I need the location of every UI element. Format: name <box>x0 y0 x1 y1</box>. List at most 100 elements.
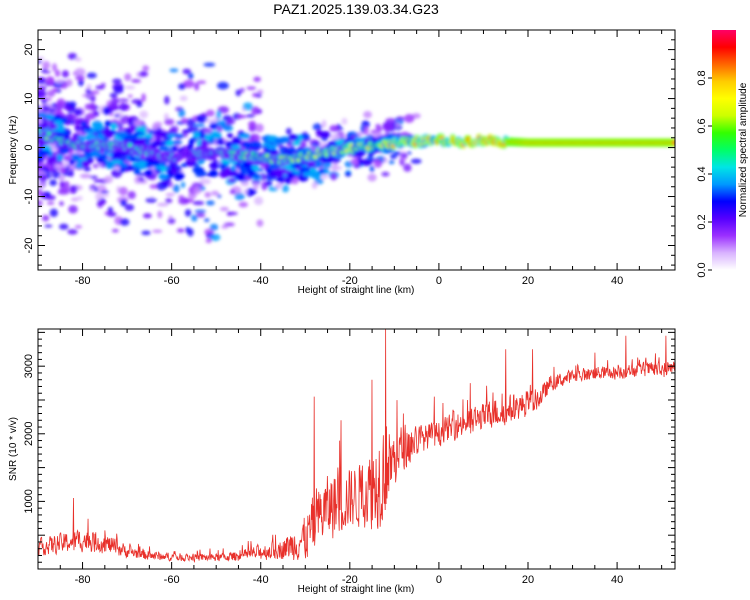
spectrum-ridge-core <box>313 155 318 159</box>
spectrum-blob <box>157 210 163 219</box>
spectrum-blob <box>234 192 245 201</box>
spectrum-blob <box>309 170 322 179</box>
colorbar: 0.0 0.2 0.4 0.6 0.8 Normalized spectral ampl… <box>696 30 749 278</box>
spectrum-blob <box>410 158 422 164</box>
spectrum-blob <box>281 184 290 193</box>
y-tick-label: 2000 <box>23 422 35 446</box>
spectrogram-x-axis: -80 -60 -40 -20 0 20 40 <box>37 30 663 287</box>
spectrum-blob <box>118 98 129 102</box>
spectrum-ridge-core <box>265 154 269 158</box>
colorbar-tick-label: 0.8 <box>696 70 708 85</box>
x-tick-label: -80 <box>75 275 91 287</box>
spectrum-blob <box>51 88 58 93</box>
spectrum-blob <box>182 68 191 75</box>
spectrum-blob <box>209 169 218 177</box>
spectrum-blob <box>195 114 208 124</box>
spectrum-blob <box>38 112 47 118</box>
spectrum-blob <box>69 159 75 166</box>
spectrum-blob <box>270 149 279 155</box>
spectrum-blob <box>100 190 110 194</box>
spectrum-blob <box>209 223 219 231</box>
spectrum-blob <box>360 158 372 167</box>
spectrum-blob <box>255 123 264 133</box>
snr-series-line <box>38 329 675 563</box>
y-tick-label: -10 <box>23 189 35 205</box>
spectrum-blob <box>98 199 107 205</box>
spectrum-blob <box>124 73 132 82</box>
spectrum-blob <box>139 71 149 77</box>
spectrum-blob <box>145 163 154 168</box>
x-tick-label: -60 <box>164 275 180 287</box>
spectrum-blob <box>69 168 74 178</box>
spectrum-blob <box>38 89 47 98</box>
spectrum-blob <box>312 123 323 131</box>
spectrum-blob <box>127 94 133 98</box>
spectrum-blob <box>67 52 78 60</box>
y-tick-label: -20 <box>23 238 35 254</box>
spectrum-blob <box>401 154 408 158</box>
spectrum-blob <box>250 133 261 143</box>
spectrum-blob <box>292 141 301 146</box>
spectrum-blob <box>228 178 236 183</box>
spectrum-blob <box>169 68 179 73</box>
spectrum-blob <box>118 131 128 138</box>
spectrum-blob <box>275 177 285 183</box>
spectrum-blob <box>38 188 43 197</box>
spectrum-blob <box>288 134 299 141</box>
spectrum-blob <box>180 181 186 189</box>
spectrum-blob <box>227 211 238 216</box>
spectrum-blob <box>111 228 119 233</box>
spectrogram-y-axis: -20 -10 0 10 20 <box>23 29 675 266</box>
spectrum-blob <box>219 120 227 129</box>
spectrum-blob <box>206 200 215 206</box>
spectrum-blob <box>382 123 395 130</box>
spectrum-blob <box>71 153 80 161</box>
spectrum-blob <box>256 219 264 227</box>
spectrum-blob <box>367 173 377 182</box>
spectrum-blob <box>205 118 217 123</box>
spectrum-blob <box>93 188 99 192</box>
spectrum-blob <box>107 206 113 214</box>
spectrum-blob <box>38 162 45 167</box>
spectrum-blob <box>140 177 145 182</box>
y-tick-label: 0 <box>23 144 35 150</box>
spectrogram-x-axis-label: Height of straight line (km) <box>298 285 415 296</box>
spectrum-blob <box>90 96 96 102</box>
x-tick-label: 20 <box>522 574 534 586</box>
spectrum-blob <box>49 179 57 186</box>
spectrum-blob <box>219 206 229 212</box>
spectrum-blob <box>211 190 219 196</box>
spectrum-blob <box>229 189 236 195</box>
spectrum-blob <box>41 214 50 222</box>
spectrum-blob <box>87 112 95 120</box>
spectrum-blob <box>311 182 318 189</box>
spectrum-ridge-core <box>440 136 444 140</box>
spectrum-blob <box>148 129 154 134</box>
spectrum-blob <box>246 167 254 174</box>
spectrum-blob <box>59 201 64 206</box>
spectrum-blob <box>56 98 66 107</box>
y-tick-label: 10 <box>23 92 35 104</box>
spectrum-blob <box>321 174 329 180</box>
spectrum-blob <box>166 140 174 146</box>
spectrum-blob <box>62 161 69 168</box>
spectrum-blob <box>38 59 42 64</box>
spectrum-blob <box>131 78 141 83</box>
spectrum-blob <box>118 102 128 112</box>
spectrum-blob <box>256 89 264 95</box>
spectrum-blob <box>172 184 180 193</box>
spectrum-blob <box>381 171 390 177</box>
spectrum-blob <box>126 165 135 170</box>
spectrogram-y-axis-label: Frequency (Hz) <box>8 116 19 185</box>
spectrum-blob <box>135 137 147 145</box>
spectrum-blob <box>141 230 151 236</box>
spectrum-blob <box>274 137 286 145</box>
spectrum-blob <box>318 131 331 139</box>
spectrum-blob <box>329 124 340 132</box>
spectrum-blob <box>330 165 343 170</box>
spectrum-blob <box>80 121 88 127</box>
spectrogram-panel: -80 -60 -40 -20 0 20 40 -20 -10 0 10 20 Height of … <box>8 29 676 296</box>
spectrum-blob <box>59 223 69 230</box>
spectrum-blob <box>38 86 47 91</box>
spectrum-blob <box>217 106 230 114</box>
